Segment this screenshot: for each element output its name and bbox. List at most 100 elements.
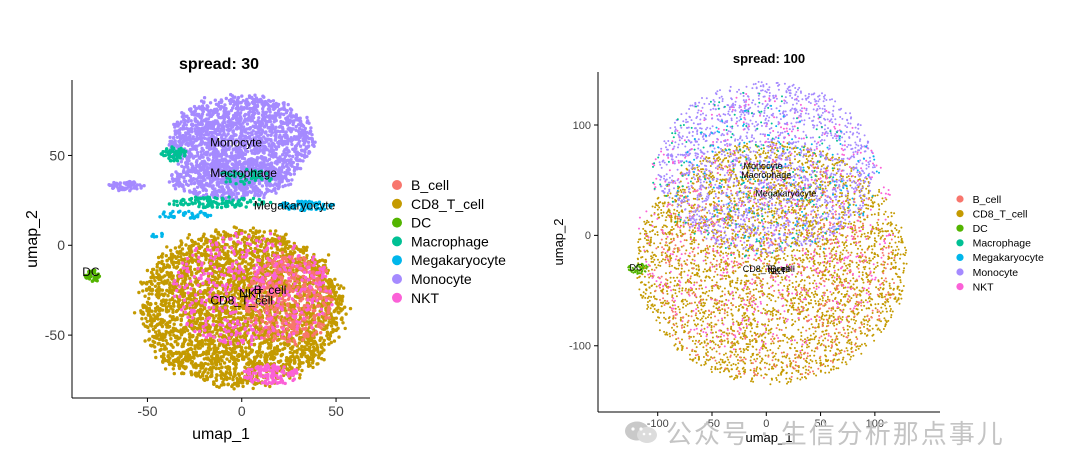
data-point [201, 202, 205, 206]
data-point [278, 155, 282, 159]
data-point [295, 165, 299, 170]
data-point [211, 159, 215, 163]
data-point [181, 124, 185, 128]
data-point [224, 375, 229, 379]
data-point [154, 234, 159, 239]
data-point [150, 282, 154, 286]
data-point [189, 177, 193, 181]
data-point [255, 100, 260, 104]
chart-title: spread: 30 [179, 56, 259, 73]
data-point [179, 127, 183, 131]
data-point [192, 191, 197, 196]
data-point [246, 131, 250, 135]
data-point [195, 159, 199, 163]
data-point [308, 129, 312, 133]
data-point [161, 150, 165, 154]
data-point [242, 280, 246, 285]
data-point [156, 255, 161, 260]
data-point [201, 163, 205, 168]
data-point [278, 124, 283, 128]
data-point [139, 184, 143, 189]
data-point [298, 376, 302, 380]
data-point [183, 179, 188, 183]
data-point [303, 150, 307, 154]
data-point [217, 202, 221, 206]
data-point [186, 131, 191, 135]
data-point [171, 345, 175, 349]
data-point [234, 127, 238, 131]
data-point [245, 97, 249, 102]
data-point [283, 107, 287, 112]
data-point [332, 285, 337, 289]
data-point [151, 267, 156, 272]
data-point [268, 129, 272, 133]
data-point [202, 100, 206, 104]
data-point [221, 121, 225, 125]
data-point [193, 113, 198, 117]
data-point [177, 154, 181, 159]
data-point [231, 130, 235, 134]
data-point [274, 147, 279, 151]
data-point [302, 142, 306, 147]
data-point [198, 122, 203, 127]
data-point [274, 134, 278, 138]
data-point [273, 127, 277, 131]
data-point [212, 346, 216, 350]
data-point [295, 155, 299, 159]
data-point [127, 185, 131, 189]
data-point [281, 120, 285, 125]
data-point [239, 154, 243, 159]
data-point [173, 157, 178, 161]
data-point [179, 160, 183, 164]
data-point [171, 215, 176, 219]
data-point [228, 179, 232, 184]
data-point [248, 190, 252, 194]
data-point [176, 210, 181, 214]
data-point [248, 127, 252, 131]
data-point [222, 151, 227, 155]
data-point [114, 183, 118, 187]
data-point [264, 156, 268, 160]
data-point [271, 99, 276, 103]
data-point [143, 294, 147, 298]
data-point [199, 179, 204, 184]
data-point [201, 128, 206, 132]
data-point [281, 184, 285, 189]
data-point [305, 154, 309, 158]
data-point [145, 282, 149, 286]
data-point [198, 143, 202, 147]
data-point [223, 103, 227, 107]
data-point [282, 165, 286, 169]
data-point [225, 123, 229, 127]
cluster-points-megakaryocyte [150, 231, 164, 239]
data-point [182, 198, 186, 202]
data-point [256, 194, 261, 198]
data-point [224, 96, 228, 101]
data-point [247, 180, 251, 185]
data-point [311, 143, 315, 147]
data-point [293, 167, 297, 172]
data-point [228, 127, 233, 131]
data-point [310, 133, 314, 137]
data-point [241, 99, 245, 103]
data-point [244, 205, 248, 209]
data-point [269, 133, 273, 137]
data-point [294, 128, 298, 132]
data-point [175, 203, 180, 207]
data-point [165, 341, 170, 346]
data-point [261, 94, 265, 98]
data-point [299, 130, 304, 134]
data-point [274, 118, 278, 123]
data-point [237, 228, 242, 232]
data-point [217, 159, 221, 163]
data-point [262, 135, 266, 139]
data-point [131, 180, 135, 185]
data-point [233, 189, 237, 193]
data-point [309, 126, 313, 130]
data-point [260, 128, 264, 132]
data-point [170, 316, 174, 320]
data-point [231, 148, 235, 152]
data-point [224, 180, 228, 184]
data-point [173, 246, 178, 250]
data-point [216, 103, 220, 107]
